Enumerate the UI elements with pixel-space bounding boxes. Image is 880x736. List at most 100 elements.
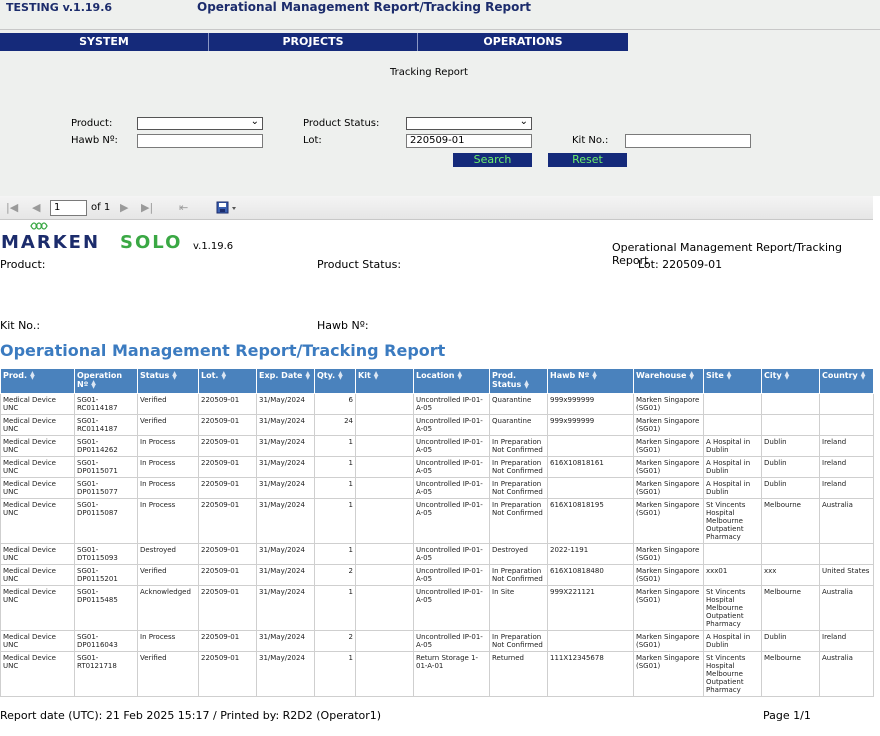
column-header-label: City [764,371,782,380]
table-cell: Australia [819,498,874,544]
table-cell: 220509-01 [198,414,257,436]
nav-projects[interactable]: PROJECTS [209,33,418,51]
sort-icon[interactable]: ▲ ▼ [338,369,343,381]
sort-icon[interactable]: ▲ ▼ [726,369,732,381]
column-header[interactable]: City ▲ ▼ [761,368,820,394]
table-cell: 220509-01 [198,651,257,697]
table-cell [547,435,634,457]
report-product-label: Product: [0,258,46,271]
sort-icon[interactable]: ▲ ▼ [689,369,695,381]
product-select[interactable]: ⌄ [137,116,263,130]
table-cell: 1 [314,585,356,631]
back-icon[interactable]: ⇤ [179,201,189,214]
column-header[interactable]: Exp. Date ▲ ▼ [256,368,315,394]
table-cell: A Hospital in Dublin [703,435,762,457]
hawb-input[interactable] [137,134,263,148]
logo-word-marken: MARKEN [1,232,101,253]
sort-icon[interactable]: ▲ ▼ [91,378,96,390]
column-header[interactable]: Hawb Nº ▲ ▼ [547,368,634,394]
logo-word-solo: SOLO [120,232,183,253]
sort-icon[interactable]: ▲ ▼ [30,369,35,381]
column-header[interactable]: Site ▲ ▼ [703,368,762,394]
last-page-icon[interactable]: ▶| [141,201,154,214]
nav-system[interactable]: SYSTEM [0,33,209,51]
page-number-input[interactable]: 1 [50,200,87,216]
prev-page-icon[interactable]: ◀ [32,201,41,214]
lot-input[interactable]: 220509-01 [406,134,532,148]
tracking-table: Prod. ▲ ▼ Operation Nº ▲ ▼ Status ▲ ▼ Lot. ▲ ▼ Exp. … [0,368,874,697]
column-header[interactable]: Qty. ▲ ▼ [314,368,356,394]
table-cell: 616X10818480 [547,564,634,586]
table-cell: 2 [314,564,356,586]
column-header[interactable]: Prod. ▲ ▼ [0,368,75,394]
table-row: Medical Device UNC SG01-DP0115071 In Proce… [0,456,874,478]
save-export-icon[interactable] [216,200,240,219]
table-cell: 1 [314,651,356,697]
sort-icon[interactable]: ▲ ▼ [221,369,227,381]
table-cell [703,393,762,415]
kit-input[interactable] [625,134,751,148]
table-cell: 111X12345678 [547,651,634,697]
sort-icon[interactable]: ▲ ▼ [784,369,790,381]
table-row: Medical Device UNC SG01-DP0116043 In Proce… [0,630,874,652]
table-cell [819,393,874,415]
column-header[interactable]: Operation Nº ▲ ▼ [74,368,138,394]
table-cell [355,564,414,586]
app-header: TESTING v.1.19.6 Operational Management … [0,0,880,30]
table-cell: In Preparation Not Confirmed [489,564,548,586]
table-cell [761,393,820,415]
table-cell: Australia [819,651,874,697]
column-header[interactable]: Status ▲ ▼ [137,368,199,394]
table-cell: Verified [137,651,199,697]
table-cell [355,585,414,631]
product-status-select[interactable]: ⌄ [406,116,532,130]
column-header[interactable]: Warehouse ▲ ▼ [633,368,704,394]
table-cell: Medical Device UNC [0,564,75,586]
first-page-icon[interactable]: |◀ [6,201,19,214]
table-cell: 6 [314,393,356,415]
table-cell: 2022-1191 [547,543,634,565]
sort-icon[interactable]: ▲ ▼ [860,369,866,381]
column-header[interactable]: Lot. ▲ ▼ [198,368,257,394]
table-cell: 31/May/2024 [256,414,315,436]
table-cell: Return Storage 1-01-A-01 [413,651,490,697]
table-cell: Marken Singapore (SG01) [633,630,704,652]
table-cell: Medical Device UNC [0,651,75,697]
table-cell: SG01-DP0115485 [74,585,138,631]
reset-button[interactable]: Reset [548,153,627,167]
table-cell: 220509-01 [198,630,257,652]
column-header[interactable]: Kit ▲ ▼ [355,368,414,394]
column-header[interactable]: Location ▲ ▼ [413,368,490,394]
sort-icon[interactable]: ▲ ▼ [457,369,463,381]
product-status-label: Product Status: [303,118,380,129]
table-cell [547,630,634,652]
table-cell: 220509-01 [198,543,257,565]
sort-icon[interactable]: ▲ ▼ [373,369,379,381]
column-header[interactable]: Country ▲ ▼ [819,368,874,394]
table-cell: Uncontrolled IP-01-A-05 [413,564,490,586]
table-cell: Uncontrolled IP-01-A-05 [413,414,490,436]
hawb-label: Hawb Nº: [71,135,118,146]
table-cell: In Process [137,498,199,544]
table-cell: SG01-DP0114262 [74,435,138,457]
sort-icon[interactable]: ▲ ▼ [305,369,311,381]
sort-icon[interactable]: ▲ ▼ [524,378,529,390]
search-button[interactable]: Search [453,153,532,167]
table-cell: Acknowledged [137,585,199,631]
table-cell: Uncontrolled IP-01-A-05 [413,498,490,544]
sort-icon[interactable]: ▲ ▼ [592,369,597,381]
nav-operations[interactable]: OPERATIONS [483,35,563,48]
column-header-label: Country [822,371,858,380]
sort-icon[interactable]: ▲ ▼ [172,369,177,381]
column-header[interactable]: Prod. Status ▲ ▼ [489,368,548,394]
table-header-row: Prod. ▲ ▼ Operation Nº ▲ ▼ Status ▲ ▼ Lot. ▲ ▼ Exp. … [0,368,874,394]
column-header-label: Kit [358,371,371,380]
table-cell: SG01-DP0115201 [74,564,138,586]
table-cell: SG01-DT0115093 [74,543,138,565]
table-cell: SG01-RC0114187 [74,393,138,415]
table-cell: Melbourne [761,498,820,544]
table-cell: Dublin [761,630,820,652]
next-page-icon[interactable]: ▶ [120,201,129,214]
table-cell: 220509-01 [198,456,257,478]
table-row: Medical Device UNC SG01-DP0114262 In Proce… [0,435,874,457]
